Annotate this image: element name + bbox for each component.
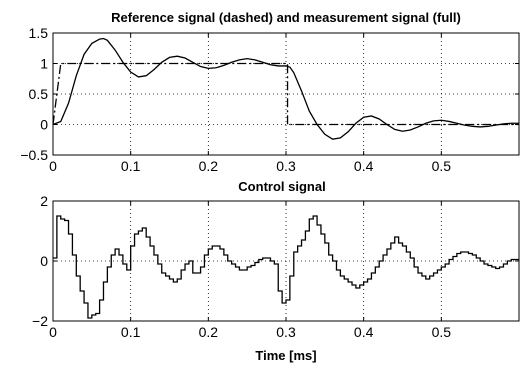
grid [52, 32, 519, 156]
x-tick-label: 0.2 [199, 158, 219, 174]
x-tick-label: 0 [49, 158, 57, 174]
reference-signal-line [52, 62, 519, 126]
y-tick-label: 1 [40, 56, 48, 72]
x-tick-label: 0 [49, 324, 57, 340]
y-tick-label: −2 [32, 313, 48, 329]
control-signal-line [53, 215, 519, 319]
x-tick-label: 0.5 [432, 158, 452, 174]
x-tick-label: 0.3 [276, 158, 296, 174]
x-axis-label: Time [ms] [255, 348, 316, 363]
x-tick-label: 0.4 [354, 324, 374, 340]
y-tick-label: 0 [40, 253, 48, 269]
y-tick-label: 0.5 [29, 86, 49, 102]
ticks: 0 0.1 0.2 0.3 0.4 0.5−202 [32, 193, 519, 340]
series-group [53, 215, 519, 319]
series-group [52, 37, 519, 140]
x-tick-label: 0.2 [199, 324, 219, 340]
reference-measurement-plot: Reference signal (dashed) and measuremen… [20, 10, 520, 174]
plot-title: Reference signal (dashed) and measuremen… [111, 10, 461, 25]
y-tick-label: 1.5 [29, 25, 49, 41]
x-tick-label: 0.5 [432, 324, 452, 340]
y-tick-label: −0.5 [20, 147, 48, 163]
y-tick-label: 2 [40, 193, 48, 209]
control-signal-plot: Control signal 0 0.1 0.2 0.3 0.4 0.5−202 Time… [32, 179, 520, 363]
x-tick-label: 0.4 [354, 158, 374, 174]
x-tick-label: 0.1 [121, 158, 141, 174]
y-tick-label: 0 [40, 117, 48, 133]
measurement-signal-line [52, 37, 519, 140]
ticks: 0 0.1 0.2 0.3 0.4 0.5−0.500.511.5 [20, 25, 519, 174]
plot-title: Control signal [238, 179, 325, 194]
x-tick-label: 0.3 [276, 324, 296, 340]
x-tick-label: 0.1 [121, 324, 141, 340]
